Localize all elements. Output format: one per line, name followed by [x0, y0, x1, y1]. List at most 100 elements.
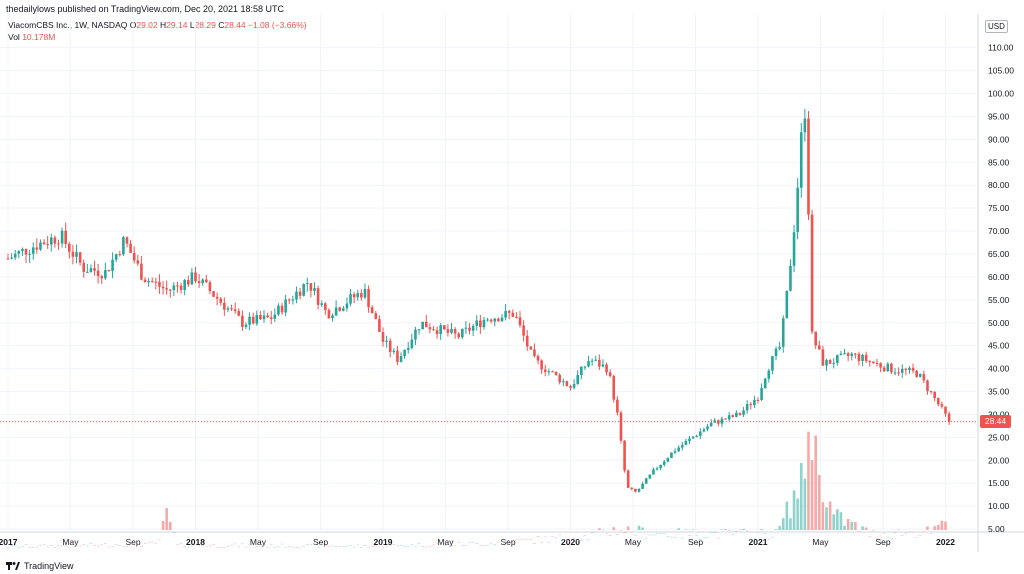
- volume-bar: [75, 544, 78, 546]
- volume-bar: [338, 546, 342, 548]
- candle-body: [767, 370, 771, 379]
- x-tick-label: Sep: [501, 537, 516, 547]
- volume-bar: [792, 490, 796, 530]
- volume-bar: [410, 544, 414, 545]
- volume-bar: [100, 543, 104, 545]
- volume-bar: [223, 547, 226, 548]
- candle-body: [450, 329, 453, 333]
- candle-body: [742, 410, 745, 415]
- y-tick-label: 85.00: [988, 157, 1010, 167]
- candle-body: [763, 378, 767, 389]
- volume-bar: [140, 546, 143, 547]
- volume-bar: [230, 544, 233, 546]
- volume-bar: [890, 537, 893, 539]
- candle-body: [850, 353, 854, 356]
- volume-bar: [403, 546, 406, 547]
- volume-bar: [35, 546, 39, 548]
- volume-bar: [421, 546, 424, 547]
- candle-body: [857, 353, 861, 362]
- candle-body: [479, 320, 482, 328]
- candle-body: [565, 381, 569, 387]
- volume-bar: [864, 527, 868, 530]
- candle-body: [598, 359, 601, 367]
- volume-bar: [940, 520, 944, 530]
- volume-bar: [367, 547, 370, 549]
- x-tick-label: Sep: [688, 537, 703, 547]
- candle-body: [248, 316, 251, 325]
- volume-bar: [799, 462, 803, 530]
- symbol-title[interactable]: ViacomCBS Inc., 1W, NASDAQ: [8, 20, 128, 30]
- candle-body: [781, 318, 785, 347]
- volume-bar: [598, 528, 601, 530]
- x-tick-label: 2018: [186, 537, 205, 547]
- last-price-tag: 28.44: [980, 415, 1011, 429]
- candle-body: [352, 294, 356, 298]
- candle-body: [320, 303, 324, 305]
- volume-label[interactable]: Vol: [8, 32, 20, 42]
- brand-footer[interactable]: TradingView: [6, 561, 74, 571]
- volume-bar: [78, 545, 82, 547]
- candle-body: [298, 291, 302, 296]
- candle-body: [424, 321, 428, 328]
- candle-body: [558, 374, 561, 383]
- currency-badge[interactable]: USD: [985, 20, 1008, 33]
- candle-body: [673, 451, 677, 453]
- candle-body: [580, 366, 583, 375]
- candle-body: [475, 320, 479, 326]
- y-tick-label: 20.00: [988, 455, 1010, 465]
- candle-body: [324, 303, 327, 310]
- candle-body: [652, 469, 655, 475]
- volume-bar: [796, 498, 799, 530]
- candle-body: [86, 271, 89, 273]
- volume-bar: [186, 547, 190, 548]
- candle-body: [915, 370, 918, 377]
- volume-bar: [489, 542, 493, 544]
- candle-body: [554, 371, 558, 375]
- volume-bar: [684, 529, 688, 530]
- candle-body: [111, 259, 114, 272]
- volume-bar: [583, 534, 587, 536]
- volume-bar: [143, 543, 147, 545]
- candle-body: [403, 349, 406, 357]
- candle-body: [273, 314, 277, 319]
- volume-bar: [313, 544, 316, 545]
- volume-bar: [619, 530, 623, 532]
- volume-bar: [702, 537, 706, 539]
- candle-body: [399, 356, 403, 362]
- y-tick-label: 95.00: [988, 111, 1010, 121]
- candle-body: [435, 330, 439, 335]
- y-tick-label: 35.00: [988, 387, 1010, 397]
- volume-bar: [677, 528, 680, 530]
- y-tick-label: 60.00: [988, 272, 1010, 282]
- volume-bar: [879, 535, 882, 537]
- candle-body: [717, 420, 720, 424]
- candle-body: [190, 272, 194, 285]
- candle-body: [576, 374, 580, 384]
- candle-body: [17, 250, 21, 254]
- volume-bar: [605, 533, 608, 535]
- volume-bar: [248, 544, 251, 546]
- x-tick-label: 2022: [936, 537, 955, 547]
- volume-bar: [53, 547, 57, 548]
- candle-body: [839, 353, 843, 356]
- volume-bar: [641, 527, 644, 530]
- volume-bar: [233, 543, 237, 545]
- volume-bar: [558, 534, 561, 536]
- candle-body: [183, 280, 186, 290]
- volume-bar: [219, 547, 223, 548]
- candle-body: [641, 483, 644, 489]
- candle-body: [24, 248, 28, 255]
- candle-body: [771, 356, 774, 371]
- candle-body: [561, 381, 565, 383]
- candle-body: [140, 263, 143, 280]
- candle-body: [338, 307, 342, 311]
- volume-bar: [424, 546, 428, 548]
- candle-body: [879, 363, 882, 368]
- candle-body: [699, 431, 702, 436]
- volume-bar: [944, 521, 947, 530]
- volume-bar: [439, 543, 442, 545]
- volume-bar: [165, 508, 168, 530]
- candle-body: [547, 371, 551, 373]
- candle-body: [677, 447, 680, 452]
